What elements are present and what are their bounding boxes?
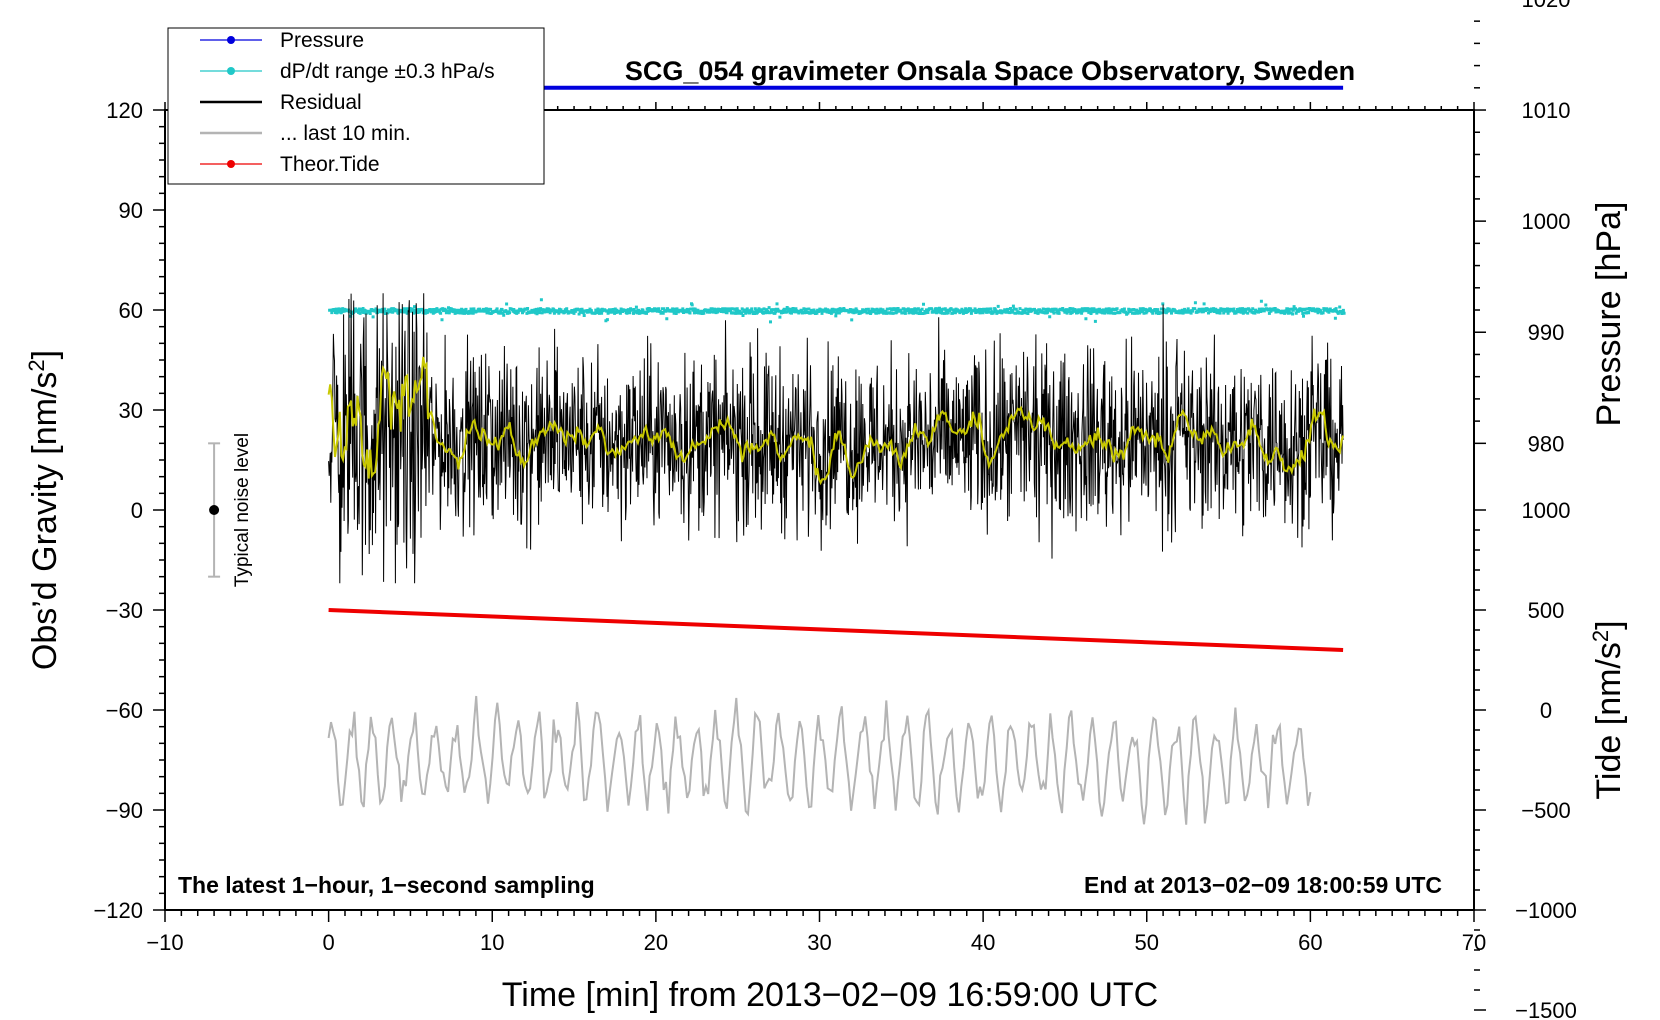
y-axis-title-close: ]	[26, 350, 64, 359]
x-tick-label: 70	[1462, 930, 1486, 955]
legend-marker-1	[227, 67, 235, 75]
y-tick-label: 90	[119, 198, 143, 223]
pressure-tick-label: 990	[1528, 320, 1565, 345]
footer-left-label: The latest 1−hour, 1−second sampling	[178, 872, 595, 898]
y-axis-title: Obs’d Gravity [nm/s2]	[24, 350, 65, 670]
x-tick-label: 60	[1298, 930, 1322, 955]
legend: Pressure dP/dt range ±0.3 hPa/s Residual..…	[167, 27, 545, 185]
x-tick-label: −10	[146, 930, 183, 955]
tide-tick-label: 500	[1528, 598, 1565, 623]
tide-tick-label: −1000	[1515, 898, 1577, 923]
x-tick-label: 10	[480, 930, 504, 955]
residual-smoothed-series-line	[327, 356, 1345, 486]
y-tick-label: −90	[106, 798, 143, 823]
footer-right-label: End at 2013−02−09 18:00:59 UTC	[1084, 872, 1442, 898]
tide-tick-label: −500	[1521, 798, 1571, 823]
tide-axis-title-close: ]	[1590, 620, 1628, 629]
tide-series-line	[328, 608, 1344, 652]
x-tick-label: 40	[971, 930, 995, 955]
y-tick-label: −30	[106, 598, 143, 623]
pressure-tick-label: 1000	[1522, 209, 1571, 234]
legend-marker-4	[227, 160, 235, 168]
y-tick-label: 120	[106, 98, 143, 123]
legend-label-0: Pressure	[280, 29, 364, 52]
tide-tick-label: −1500	[1515, 998, 1577, 1020]
legend-label-1: dP/dt range ±0.3 hPa/s	[280, 60, 495, 83]
y-tick-label: 60	[119, 298, 143, 323]
tide-axis-title: Tide [nm/s2]	[1588, 620, 1629, 799]
frame-layer: −10 0 10 20 30 40 50 60 70−120−90−60−30030609012…	[93, 0, 1576, 1020]
y-tick-label: −60	[106, 698, 143, 723]
legend-box	[167, 27, 545, 185]
noise-center-dot	[209, 505, 220, 515]
pressure-tick-label: 980	[1528, 431, 1565, 456]
dpdt-series-points	[328, 298, 1346, 324]
y-tick-label: −120	[93, 898, 143, 923]
noise-label: Typical noise level	[232, 433, 253, 587]
tide-axis-title-sup: 2	[1588, 630, 1613, 642]
x-axis-title: Time [min] from 2013−02−09 16:59:00 UTC	[502, 976, 1158, 1014]
x-tick-label: 30	[807, 930, 831, 955]
residual-series-line	[328, 293, 1344, 584]
legend-label-2: Residual	[280, 91, 362, 114]
plot-layer: Typical noise level	[208, 85, 1346, 825]
x-tick-label: 20	[644, 930, 668, 955]
tide-tick-label: 1000	[1522, 498, 1571, 523]
chart-title: SCG_054 gravimeter Onsala Space Observat…	[625, 56, 1355, 86]
legend-label-4: Theor.Tide	[280, 153, 380, 176]
legend-label-3: ... last 10 min.	[280, 122, 411, 145]
x-tick-label: 50	[1135, 930, 1159, 955]
last-10-min-series-line	[327, 695, 1312, 825]
legend-marker-0	[227, 36, 235, 44]
y-axis-title-main: Obs’d Gravity [nm/s	[26, 372, 64, 671]
pressure-tick-label: 1010	[1522, 98, 1571, 123]
pressure-axis-title: Pressure [hPa]	[1590, 202, 1628, 427]
tide-tick-label: 0	[1540, 698, 1552, 723]
y-tick-label: 30	[119, 398, 143, 423]
tide-axis-title-main: Tide [nm/s	[1590, 642, 1628, 799]
y-tick-label: 0	[131, 498, 143, 523]
y-axis-title-sup: 2	[24, 359, 49, 371]
x-tick-label: 0	[323, 930, 335, 955]
